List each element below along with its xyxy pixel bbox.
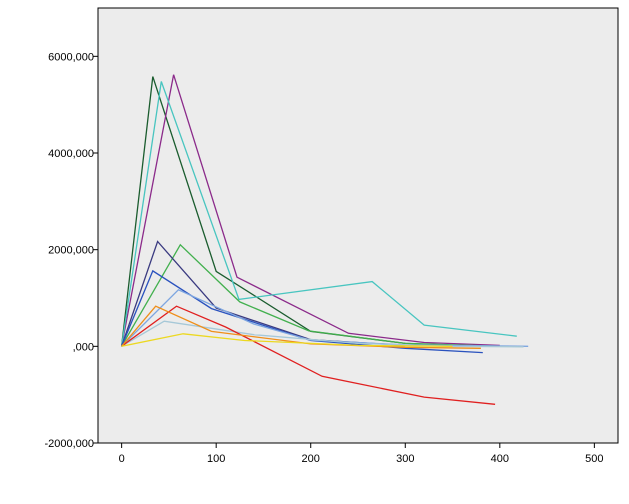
x-tick-label: 200 [302,453,320,465]
x-tick-label: 300 [396,453,414,465]
series-layer [120,74,529,405]
y-tick-label: 2000,000 [48,245,94,257]
y-tick-label: ,000 [73,341,94,353]
x-tick-label: 0 [119,453,125,465]
x-axis: 0 100 200 300 400 500 [119,443,604,465]
series-line-11 [121,333,453,347]
y-tick-label: 6000,000 [48,51,94,63]
series-line-2 [120,74,500,347]
x-tick-label: 400 [491,453,509,465]
x-tick-label: 500 [585,453,603,465]
y-tick-label: 4000,000 [48,148,94,160]
series-line-10 [121,305,481,349]
series-line-4 [121,243,500,347]
series-line-6 [120,269,483,354]
plot-area [97,7,619,444]
y-axis: -2000,000 ,000 2000,000 4000,000 6000,000 [44,51,98,450]
series-line-8 [121,320,524,348]
x-tick-label: 100 [207,453,225,465]
series-line-3 [120,81,517,347]
y-tick-label: -2000,000 [44,438,94,450]
series-line-9 [121,305,496,405]
